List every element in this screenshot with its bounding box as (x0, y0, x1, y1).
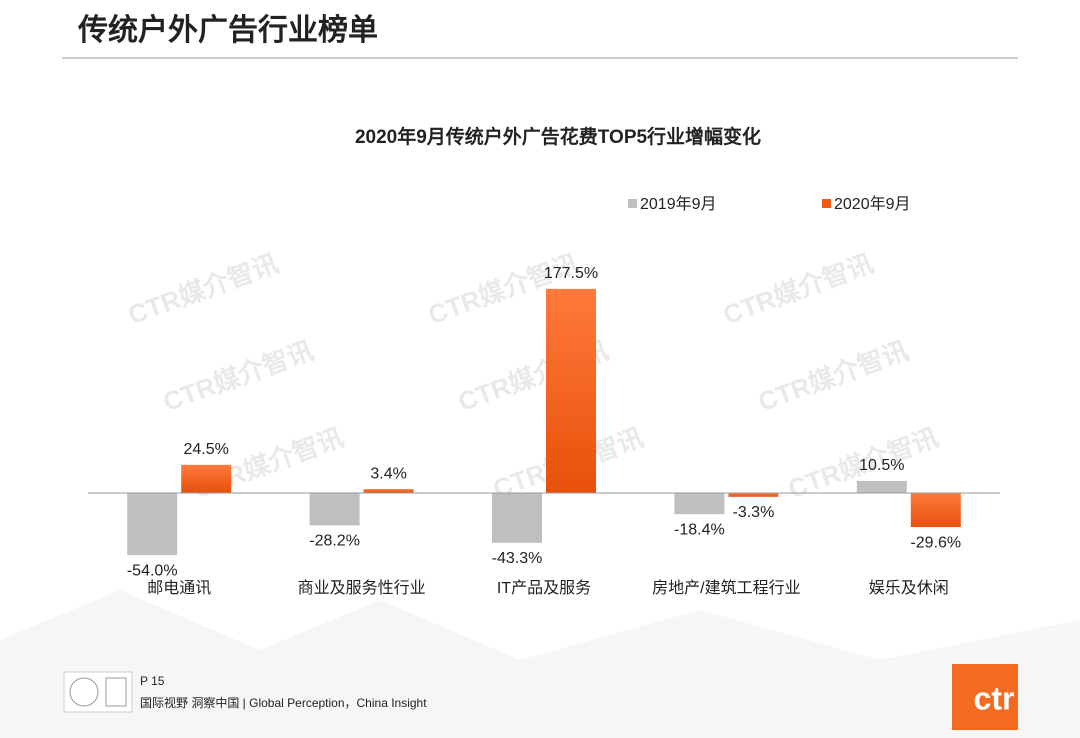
page-number: P 15 (140, 674, 165, 688)
x-tick-label: 房地产/建筑工程行业 (652, 579, 800, 597)
watermark: CTR媒介智讯 (124, 248, 282, 330)
legend-label: 2019年9月 (640, 195, 717, 213)
chart-title: 2020年9月传统户外广告花费TOP5行业增幅变化 (355, 125, 761, 148)
bar (127, 493, 178, 556)
x-tick-label: IT产品及服务 (497, 579, 591, 597)
bar (674, 493, 725, 515)
ukas-logo (105, 677, 127, 707)
sgs-logo (69, 677, 99, 707)
value-label: 10.5% (859, 457, 904, 474)
value-label: -54.0% (127, 562, 178, 579)
bar (363, 489, 414, 493)
legend-label: 2020年9月 (834, 195, 911, 213)
bar (728, 493, 779, 497)
background-shape (0, 590, 1080, 738)
value-label: 24.5% (184, 441, 229, 458)
bar (856, 480, 907, 493)
ctr-logo (952, 664, 1018, 730)
bar (309, 493, 360, 526)
ctr-logo-text: ctr (974, 680, 1015, 716)
watermark: CTR媒介智讯 (159, 335, 317, 417)
x-tick-label: 娱乐及休闲 (869, 579, 949, 597)
bar (492, 493, 542, 543)
value-label: -3.3% (733, 504, 775, 521)
page-title: 传统户外广告行业榜单 (77, 13, 378, 47)
value-label: -28.2% (309, 533, 360, 550)
legend-swatch (628, 199, 637, 208)
x-tick-label: 商业及服务性行业 (298, 579, 426, 597)
bar (181, 464, 232, 493)
x-tick-label: 邮电通讯 (147, 579, 211, 597)
value-label: -43.3% (492, 550, 543, 567)
watermark: CTR媒介智讯 (754, 335, 912, 417)
value-label: 177.5% (544, 265, 598, 282)
legend-swatch (822, 199, 831, 208)
value-label: -18.4% (674, 521, 725, 538)
value-label: 3.4% (370, 465, 406, 482)
footer-slogan: 国际视野 洞察中国 | Global Perception，China Insi… (140, 695, 427, 710)
bar (546, 288, 596, 493)
bar (910, 493, 961, 528)
watermark: CTR媒介智讯 (719, 248, 877, 330)
value-label: -29.6% (910, 534, 961, 551)
